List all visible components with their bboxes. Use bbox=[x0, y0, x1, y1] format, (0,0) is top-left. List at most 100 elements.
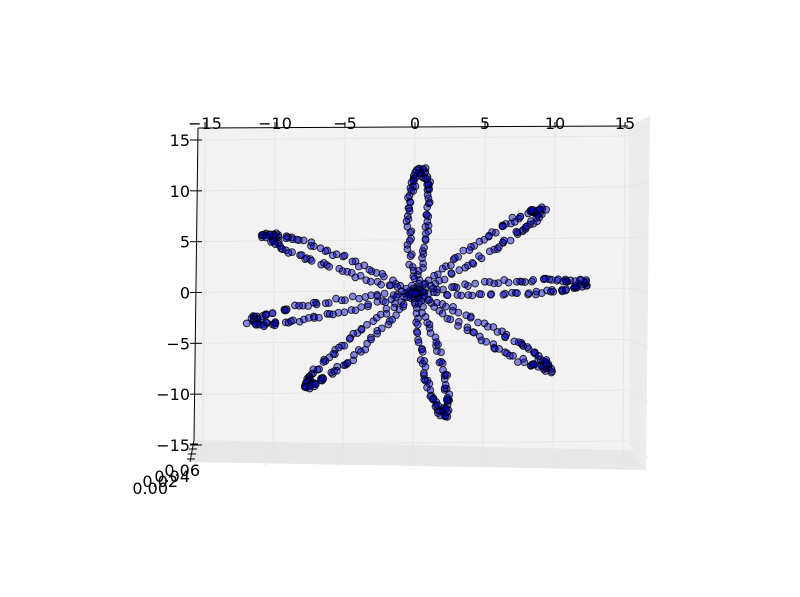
scatter-point bbox=[347, 306, 356, 314]
scatter-point bbox=[527, 205, 536, 214]
depth-tick-label: 0.04 bbox=[154, 467, 190, 486]
scatter-point bbox=[475, 332, 484, 341]
scatter-point bbox=[304, 302, 313, 310]
scatter-point bbox=[373, 329, 382, 338]
scatter-point bbox=[493, 328, 502, 336]
scatter-point bbox=[516, 212, 525, 221]
scatter-point bbox=[399, 300, 408, 309]
x-axis-ticks: −15 −10 −5 0 5 10 15 bbox=[188, 114, 635, 133]
scatter-point bbox=[540, 274, 548, 283]
scatter-point bbox=[340, 251, 349, 260]
grid-line-horizontal bbox=[197, 135, 629, 141]
grid-line-floor bbox=[336, 447, 344, 467]
y-tick-label: −5 bbox=[166, 334, 190, 353]
scatter-point bbox=[403, 245, 412, 253]
scatter-point bbox=[576, 275, 584, 284]
scatter-point bbox=[512, 227, 521, 236]
scatter-point bbox=[323, 310, 332, 318]
scatter-point bbox=[498, 222, 507, 231]
scatter-point bbox=[413, 329, 422, 337]
grid-line-side bbox=[627, 389, 649, 404]
scatter-point bbox=[438, 264, 447, 273]
scatter-point bbox=[477, 336, 486, 345]
grid-line-horizontal bbox=[197, 338, 629, 344]
scatter-point bbox=[348, 257, 357, 266]
scatter-point bbox=[419, 259, 427, 268]
scatter-point bbox=[386, 281, 395, 290]
depth-tick-label: 0.02 bbox=[142, 472, 178, 491]
scatter-point bbox=[340, 361, 348, 370]
scatter-point bbox=[443, 371, 452, 380]
depth-tick-label: 0.06 bbox=[164, 461, 200, 480]
scatter-point bbox=[354, 346, 363, 354]
scatter-point bbox=[284, 249, 293, 257]
scatter-point bbox=[448, 306, 457, 315]
scatter-point bbox=[425, 198, 434, 207]
scatter-point bbox=[490, 279, 498, 288]
scatter-point bbox=[365, 265, 374, 274]
scatter-point bbox=[500, 276, 509, 284]
scatter-point bbox=[262, 233, 270, 242]
scatter-point bbox=[463, 323, 472, 332]
scatter-point bbox=[542, 356, 551, 364]
scatter-point bbox=[409, 272, 418, 281]
scatter-point bbox=[360, 261, 369, 270]
y-tick-label: 0 bbox=[180, 284, 190, 303]
scatter-point bbox=[421, 235, 430, 243]
top-axis-line bbox=[197, 125, 629, 129]
scatter-point bbox=[405, 237, 414, 245]
scatter-point bbox=[454, 308, 463, 317]
scatter-point bbox=[316, 244, 325, 253]
y-axis-ticks: 15 10 5 0 −5 −10 −15 bbox=[156, 131, 202, 455]
scatter-point bbox=[442, 404, 451, 413]
scatter-point bbox=[271, 321, 279, 330]
scatter-point bbox=[426, 386, 435, 394]
scatter-point bbox=[461, 280, 469, 289]
scatter-point bbox=[406, 198, 415, 207]
scatter-point bbox=[251, 320, 260, 329]
scatter-point bbox=[355, 294, 363, 303]
x-tick-label: −5 bbox=[333, 114, 357, 133]
scatter-point bbox=[446, 315, 455, 324]
x-tick-label: 10 bbox=[545, 114, 565, 133]
scatter-point bbox=[406, 228, 415, 237]
scatter-point bbox=[449, 302, 457, 311]
scatter-point bbox=[378, 269, 387, 278]
scatter-point bbox=[470, 328, 478, 337]
scatter-point bbox=[504, 278, 513, 287]
scatter-point bbox=[486, 290, 495, 299]
scatter-point bbox=[443, 291, 452, 300]
scatter-point bbox=[429, 284, 438, 293]
scatter-point bbox=[332, 294, 340, 303]
y-tick-label: 10 bbox=[170, 182, 190, 201]
scatter-point bbox=[519, 354, 528, 363]
scatter-point bbox=[508, 213, 517, 222]
scatter-point bbox=[420, 243, 428, 252]
grid-line-side bbox=[627, 180, 649, 188]
scatter-point bbox=[410, 274, 419, 283]
scatter-point bbox=[343, 267, 352, 276]
scatter-point bbox=[315, 313, 323, 322]
grid-line-vertical bbox=[342, 127, 346, 449]
grid-line-side bbox=[627, 125, 649, 137]
scatter-point bbox=[530, 348, 538, 357]
scatter-point bbox=[367, 291, 375, 300]
scatter-point bbox=[512, 277, 521, 286]
scatter-point bbox=[471, 279, 480, 288]
scatter-point bbox=[457, 291, 466, 300]
grid-line-side bbox=[627, 288, 649, 293]
scatter-point bbox=[554, 275, 563, 284]
scatter-point bbox=[465, 246, 474, 254]
scatter-point bbox=[309, 242, 318, 251]
x-tick-label: −15 bbox=[188, 114, 222, 133]
scatter-point bbox=[493, 245, 502, 253]
scatter-point bbox=[334, 308, 343, 317]
scatter-point bbox=[423, 318, 432, 327]
scatter-point bbox=[523, 222, 531, 230]
scatter-point bbox=[328, 251, 337, 260]
grid-line-side bbox=[627, 236, 649, 239]
scatter-point bbox=[413, 320, 422, 329]
scatter-point bbox=[485, 231, 493, 240]
scatter-point bbox=[369, 317, 378, 326]
scatter-point bbox=[377, 324, 386, 333]
